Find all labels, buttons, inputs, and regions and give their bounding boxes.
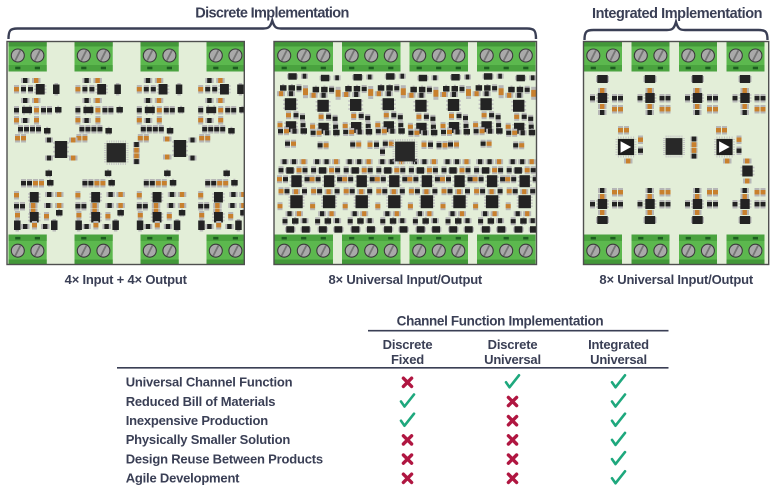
svg-text:4× Input + 4× Output: 4× Input + 4× Output — [65, 272, 188, 287]
svg-text:Universal: Universal — [590, 352, 647, 367]
svg-text:Inexpensive Production: Inexpensive Production — [126, 413, 269, 428]
svg-text:Integrated Implementation: Integrated Implementation — [592, 6, 762, 22]
svg-text:Integrated: Integrated — [588, 337, 649, 352]
svg-text:Design Reuse Between Products: Design Reuse Between Products — [126, 451, 323, 466]
svg-text:8× Universal Input/Output: 8× Universal Input/Output — [329, 272, 483, 287]
svg-text:Physically Smaller Solution: Physically Smaller Solution — [126, 432, 291, 447]
svg-text:Fixed: Fixed — [391, 352, 424, 367]
svg-text:Discrete Implementation: Discrete Implementation — [195, 6, 348, 22]
svg-text:Channel Function Implementatio: Channel Function Implementation — [397, 314, 604, 329]
svg-text:Discrete: Discrete — [488, 337, 538, 352]
svg-text:Discrete: Discrete — [383, 337, 433, 352]
svg-text:Agile Development: Agile Development — [126, 471, 240, 486]
svg-text:Reduced Bill of Materials: Reduced Bill of Materials — [126, 394, 276, 409]
svg-text:Universal: Universal — [484, 352, 541, 367]
svg-text:8× Universal Input/Output: 8× Universal Input/Output — [599, 272, 753, 287]
svg-text:Universal Channel Function: Universal Channel Function — [126, 375, 293, 390]
